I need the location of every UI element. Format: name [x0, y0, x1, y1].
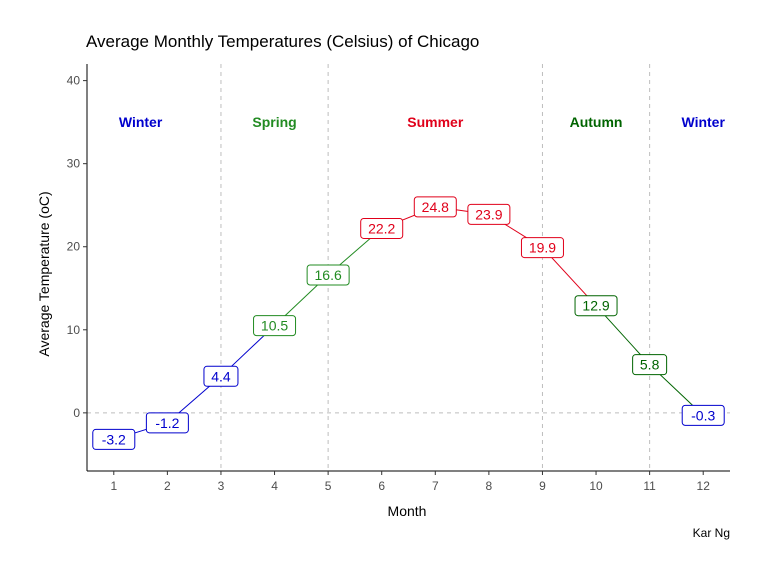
data-label: 4.4 [203, 365, 239, 387]
x-tick-label: 2 [164, 479, 171, 493]
y-tick-label: 30 [67, 157, 81, 171]
x-tick-label: 8 [486, 479, 493, 493]
data-label-box [520, 237, 564, 259]
x-tick-label: 4 [271, 479, 278, 493]
data-label-box [203, 365, 239, 387]
data-label: 22.2 [360, 217, 404, 239]
data-label: 19.9 [520, 237, 564, 259]
data-label-box [467, 203, 511, 225]
data-label-box [681, 404, 725, 426]
x-axis-title: Month [388, 503, 427, 519]
x-tick-label: 5 [325, 479, 332, 493]
data-label-text: 24.8 [422, 199, 449, 215]
data-label: 12.9 [574, 295, 618, 317]
data-label-text: 16.6 [315, 267, 342, 283]
series-line [113, 206, 704, 440]
x-tick-label: 12 [697, 479, 711, 493]
y-tick-label: 10 [67, 323, 81, 337]
data-label: -1.2 [145, 412, 189, 434]
season-label: Summer [407, 114, 464, 130]
x-tick-label: 3 [218, 479, 225, 493]
x-tick-label: 10 [589, 479, 603, 493]
data-label-text: 12.9 [582, 298, 609, 314]
data-label: -0.3 [681, 404, 725, 426]
season-label: Winter [681, 114, 725, 130]
data-label-text: 5.8 [640, 357, 660, 373]
data-label: 23.9 [467, 203, 511, 225]
y-axis-title: Average Temperature (oC) [36, 191, 52, 356]
data-label-text: 23.9 [475, 206, 502, 222]
data-label-box [632, 354, 668, 376]
x-tick-label: 7 [432, 479, 439, 493]
chart-title: Average Monthly Temperatures (Celsius) o… [86, 32, 480, 51]
data-label: 10.5 [253, 315, 297, 337]
data-label: 5.8 [632, 354, 668, 376]
season-label: Winter [119, 114, 163, 130]
x-tick-label: 11 [643, 479, 656, 493]
data-label-text: 4.4 [211, 368, 231, 384]
caption: Kar Ng [692, 526, 730, 540]
data-label: 24.8 [413, 196, 457, 218]
data-label-box [253, 315, 297, 337]
season-label: Autumn [570, 114, 623, 130]
x-tick-label: 9 [539, 479, 546, 493]
season-label: Spring [252, 114, 296, 130]
season-labels: Winter Spring Summer Autumn Winter [119, 114, 726, 130]
y-tick-label: 20 [67, 240, 81, 254]
data-label-box [360, 217, 404, 239]
data-label-text: 22.2 [368, 220, 395, 236]
data-label: 16.6 [306, 264, 350, 286]
data-label-box [574, 295, 618, 317]
data-label: -3.2 [92, 428, 136, 450]
data-label-text: -1.2 [155, 415, 179, 431]
x-tick-label: 1 [110, 479, 117, 493]
x-tick-label: 6 [378, 479, 385, 493]
y-tick-label: 0 [73, 406, 80, 420]
data-label-box [145, 412, 189, 434]
data-label-box [413, 196, 457, 218]
data-label-text: -0.3 [691, 407, 715, 423]
data-label-text: 10.5 [261, 318, 288, 334]
data-labels: -3.2 -1.2 4.4 10.5 16.6 22.2 24.8 23.9 19.9 12.9 5… [92, 196, 725, 450]
data-label-text: 19.9 [529, 240, 556, 256]
y-tick-label: 40 [67, 74, 81, 88]
data-label-box [306, 264, 350, 286]
data-label-text: -3.2 [102, 431, 126, 447]
data-label-box [92, 428, 136, 450]
